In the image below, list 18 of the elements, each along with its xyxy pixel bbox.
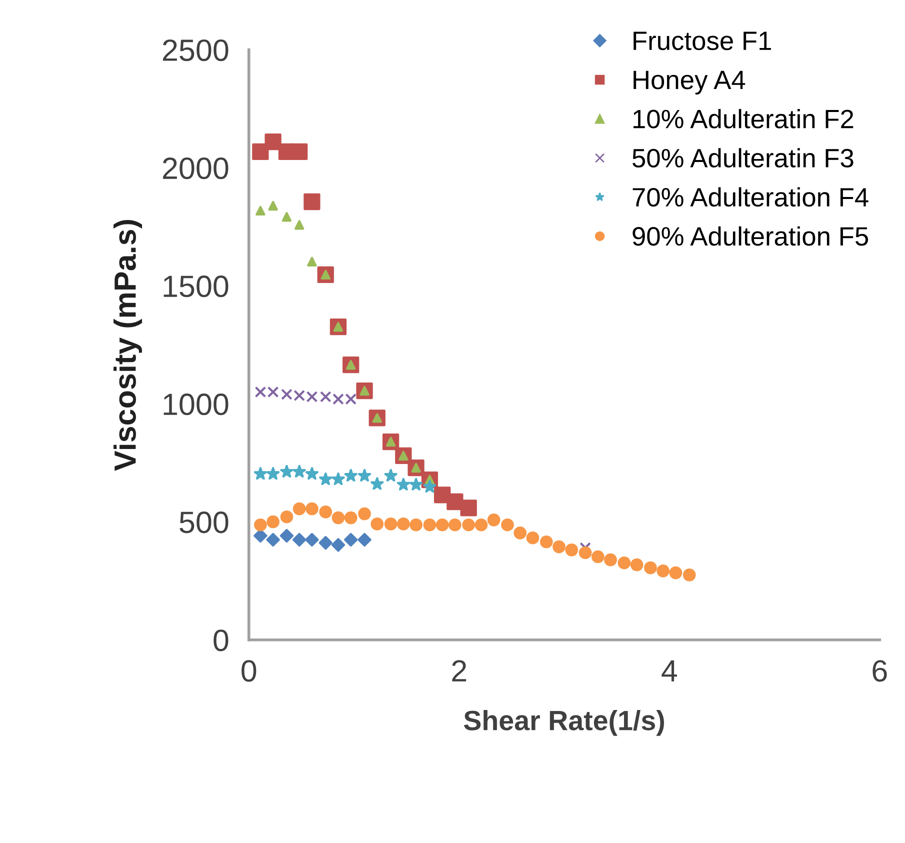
legend-label: 50% Adulteratin F3 — [632, 148, 854, 168]
x-tick-label: 2 — [452, 660, 466, 682]
y-tick-label: 2000 — [163, 157, 228, 180]
x-tick-label: 4 — [662, 660, 677, 682]
x-axis-title: Shear Rate(1/s) — [464, 710, 664, 736]
y-axis-title: Viscosity (mPa.s) — [114, 220, 142, 471]
y-tick-label: 0 — [214, 630, 228, 652]
y-tick-label: 2500 — [163, 39, 228, 62]
legend-label: Honey A4 — [634, 70, 746, 94]
y-tick-label: 500 — [180, 512, 228, 534]
x-tick-label: 6 — [872, 660, 887, 682]
x-tick-label: 0 — [242, 660, 256, 682]
legend-label: 10% Adulteratin F2 — [633, 109, 854, 128]
legend-label: 90% Adulteration F5 — [632, 226, 868, 246]
legend-label: Fructose F1 — [634, 32, 771, 50]
y-tick-label: 1500 — [164, 276, 228, 298]
legend-label: 70% Adulteration F4 — [632, 187, 868, 207]
y-tick-label: 1000 — [164, 394, 228, 416]
